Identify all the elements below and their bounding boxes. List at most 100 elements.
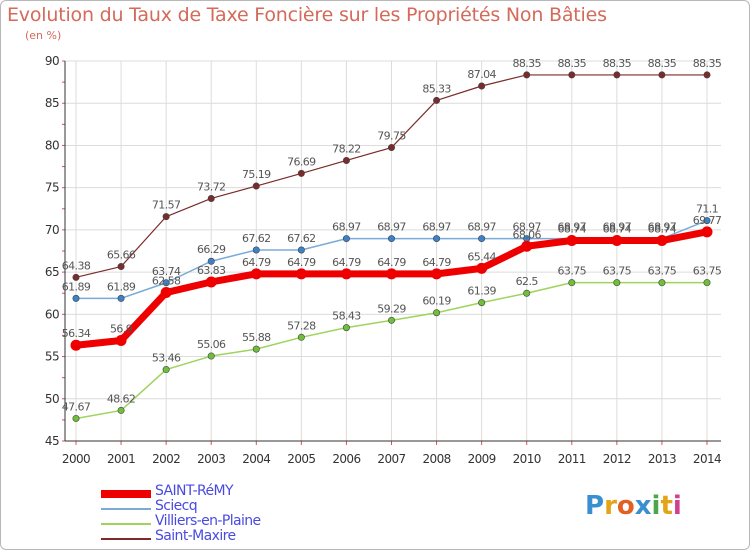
y-tick-label: 55 (45, 350, 59, 364)
data-label-saint-maxire: 75.19 (242, 168, 271, 181)
data-label-villiers-en-plaine: 61.39 (467, 285, 496, 298)
legend-swatch (101, 508, 151, 510)
data-point-saint-r-my (431, 268, 443, 280)
data-point-saint-r-my (476, 262, 488, 274)
data-label-saint-r-my: 64.79 (242, 256, 271, 269)
y-tick-label: 60 (45, 307, 59, 321)
data-point-saint-r-my (521, 240, 533, 252)
data-point-saint-r-my (611, 235, 623, 247)
data-point-saint-maxire (162, 213, 170, 221)
data-point-villiers-en-plaine (433, 309, 441, 317)
data-label-villiers-en-plaine: 63.75 (603, 265, 632, 278)
x-tick-label: 2006 (332, 452, 360, 466)
data-point-villiers-en-plaine (658, 279, 666, 287)
data-point-saint-maxire (117, 263, 125, 271)
y-tick-label: 65 (45, 265, 59, 279)
data-point-sciecq (478, 235, 486, 243)
y-tick-label: 85 (45, 96, 59, 110)
data-label-saint-r-my: 63.83 (197, 264, 226, 277)
data-label-villiers-en-plaine: 53.46 (152, 352, 181, 365)
legend-swatch (101, 490, 151, 498)
data-label-villiers-en-plaine: 59.29 (377, 302, 406, 315)
data-point-saint-maxire (568, 71, 576, 79)
data-point-sciecq (297, 246, 305, 254)
data-label-sciecq: 68.97 (467, 221, 496, 234)
logo-letter: i (651, 491, 661, 521)
data-label-villiers-en-plaine: 57.28 (287, 319, 316, 332)
data-point-saint-maxire (387, 144, 395, 152)
data-point-saint-maxire (523, 71, 531, 79)
y-tick-label: 90 (45, 54, 59, 68)
data-label-saint-maxire: 88.35 (558, 57, 587, 70)
y-tick-label: 70 (45, 223, 59, 237)
data-label-saint-maxire: 88.35 (512, 57, 541, 70)
data-point-saint-maxire (433, 96, 441, 104)
data-point-saint-maxire (207, 194, 215, 202)
data-point-saint-r-my (115, 335, 127, 347)
data-label-sciecq: 68.97 (603, 221, 632, 234)
data-label-sciecq: 63.74 (152, 265, 181, 278)
data-label-saint-r-my: 64.79 (287, 256, 316, 269)
data-label-saint-maxire: 64.38 (62, 259, 91, 272)
legend-label: Saint-Maxire (155, 528, 236, 544)
data-point-saint-r-my (701, 226, 713, 238)
x-tick-label: 2009 (468, 452, 496, 466)
data-label-sciecq: 68.97 (558, 221, 587, 234)
data-label-villiers-en-plaine: 55.06 (197, 338, 226, 351)
x-tick-label: 2011 (558, 452, 586, 466)
data-label-saint-r-my: 68.74 (648, 223, 677, 236)
data-label-saint-r-my: 64.79 (422, 256, 451, 269)
x-tick-label: 2008 (423, 452, 451, 466)
data-label-villiers-en-plaine: 55.88 (242, 331, 271, 344)
data-point-saint-r-my (340, 268, 352, 280)
data-point-saint-maxire (658, 71, 666, 79)
plot-area (65, 61, 721, 441)
legend-swatch (101, 523, 151, 525)
data-point-sciecq (703, 217, 711, 225)
data-label-saint-maxire: 88.35 (693, 57, 722, 70)
data-point-saint-r-my (566, 235, 578, 247)
data-label-sciecq: 67.62 (287, 232, 316, 245)
data-point-saint-maxire (342, 156, 350, 164)
data-label-saint-maxire: 87.04 (467, 68, 496, 81)
data-label-saint-r-my: 64.79 (377, 256, 406, 269)
data-label-villiers-en-plaine: 47.67 (62, 400, 91, 413)
data-point-villiers-en-plaine (703, 279, 711, 287)
data-label-villiers-en-plaine: 60.19 (422, 295, 451, 308)
data-label-saint-maxire: 88.35 (603, 57, 632, 70)
data-point-sciecq (72, 294, 80, 302)
data-label-saint-maxire: 71.57 (152, 199, 181, 212)
data-label-sciecq: 66.29 (197, 243, 226, 256)
data-label-saint-maxire: 65.66 (107, 249, 136, 262)
data-point-sciecq (252, 246, 260, 254)
data-point-sciecq (387, 235, 395, 243)
x-tick-label: 2014 (693, 452, 721, 466)
data-label-saint-r-my: 68.74 (558, 223, 587, 236)
data-point-saint-r-my (386, 268, 397, 280)
x-tick-label: 2000 (62, 452, 90, 466)
data-label-villiers-en-plaine: 63.75 (558, 265, 587, 278)
data-label-sciecq: 68.97 (332, 221, 361, 234)
data-label-saint-r-my: 68.06 (512, 228, 541, 241)
data-point-saint-maxire (613, 71, 621, 79)
data-point-saint-maxire (703, 71, 711, 79)
data-label-saint-maxire: 79.75 (377, 130, 406, 143)
data-label-sciecq: 68.97 (512, 221, 541, 234)
data-point-sciecq (117, 294, 125, 302)
data-label-saint-r-my: 69.77 (693, 214, 722, 227)
data-label-saint-maxire: 88.35 (648, 57, 677, 70)
data-point-saint-maxire (297, 169, 305, 177)
data-point-villiers-en-plaine (342, 324, 350, 332)
y-tick-label: 80 (45, 138, 59, 152)
data-point-saint-maxire (252, 182, 260, 190)
logo-letter: P (585, 491, 605, 521)
proxiti-logo: Proxiti (585, 491, 682, 521)
data-point-villiers-en-plaine (297, 333, 305, 341)
data-point-sciecq (207, 257, 215, 265)
data-point-saint-r-my (295, 268, 307, 280)
data-label-saint-maxire: 78.22 (332, 142, 361, 155)
data-label-sciecq: 68.97 (648, 221, 677, 234)
x-tick-label: 2005 (287, 452, 315, 466)
data-point-villiers-en-plaine (117, 406, 125, 414)
x-tick-label: 2002 (152, 452, 180, 466)
